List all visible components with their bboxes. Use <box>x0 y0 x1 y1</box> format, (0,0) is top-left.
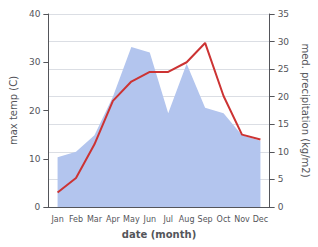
svg-text:25: 25 <box>278 64 289 74</box>
svg-text:Jul: Jul <box>162 215 173 224</box>
svg-text:35: 35 <box>278 9 289 19</box>
svg-text:30: 30 <box>29 57 41 67</box>
svg-text:Jan: Jan <box>50 215 63 224</box>
svg-text:Apr: Apr <box>106 215 121 224</box>
svg-text:10: 10 <box>278 147 290 157</box>
svg-text:May: May <box>123 215 140 224</box>
svg-text:med. precipitation (kg/m2): med. precipitation (kg/m2) <box>300 43 311 177</box>
svg-text:Dec: Dec <box>253 215 268 224</box>
svg-text:10: 10 <box>29 154 41 164</box>
svg-text:Aug: Aug <box>179 215 195 224</box>
svg-text:0: 0 <box>35 202 41 212</box>
svg-text:0: 0 <box>278 202 284 212</box>
svg-text:Jun: Jun <box>143 215 157 224</box>
svg-text:30: 30 <box>278 37 290 47</box>
svg-text:Nov: Nov <box>234 215 250 224</box>
svg-text:Mar: Mar <box>87 215 103 224</box>
svg-text:20: 20 <box>278 92 290 102</box>
svg-text:Sep: Sep <box>198 215 213 224</box>
svg-text:Oct: Oct <box>217 215 231 224</box>
svg-text:15: 15 <box>278 119 289 129</box>
svg-text:date (month): date (month) <box>122 229 196 240</box>
svg-text:20: 20 <box>29 106 41 116</box>
svg-text:Feb: Feb <box>69 215 83 224</box>
svg-text:40: 40 <box>29 9 41 19</box>
svg-text:5: 5 <box>278 174 284 184</box>
svg-text:max temp (C): max temp (C) <box>8 76 19 145</box>
